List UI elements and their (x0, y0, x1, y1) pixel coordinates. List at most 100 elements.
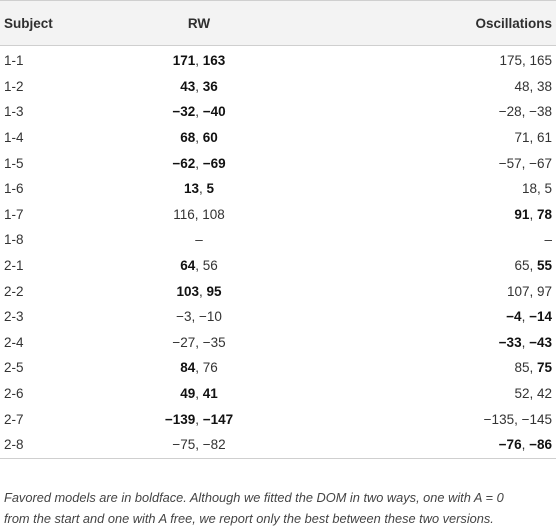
table-row: 2-8 −75, −82 −76, −86 (0, 431, 556, 459)
favored-value: −147 (202, 411, 234, 427)
cell-oscillations: 18, 5 (264, 176, 556, 202)
cell-rw: −32, −40 (134, 99, 264, 125)
table-row: 1-2 43, 36 48, 38 (0, 74, 556, 100)
favored-value: 5 (206, 181, 215, 197)
value-text: , (521, 309, 530, 325)
value-text: , (195, 78, 203, 94)
cell-oscillations: −57, −67 (264, 150, 556, 176)
value-text: , (195, 155, 203, 171)
cell-subject: 2-5 (4, 360, 24, 376)
value-text: −28, −38 (498, 104, 552, 120)
table-row: 1-1 171, 163 175, 165 (0, 46, 556, 74)
value-text: , (199, 181, 207, 197)
table-row: 1-4 68, 60 71, 61 (0, 125, 556, 151)
favored-value: −62 (172, 155, 196, 171)
favored-value: 163 (202, 53, 226, 69)
cell-oscillations: 65, 55 (264, 253, 556, 279)
value-text: −27, −35 (172, 334, 226, 350)
value-text: , (195, 130, 203, 146)
favored-value: 49 (180, 386, 196, 402)
cell-subject: 2-3 (4, 309, 24, 325)
value-text: 107, 97 (506, 283, 552, 299)
table-row: 2-6 49, 41 52, 42 (0, 381, 556, 407)
favored-value: 78 (536, 206, 552, 222)
cell-oscillations: 107, 97 (264, 278, 556, 304)
value-text: 65, (514, 258, 537, 274)
cell-oscillations: −28, −38 (264, 99, 556, 125)
table-row: 2-3 −3, −10 −4, −14 (0, 304, 556, 330)
cell-rw: 43, 36 (134, 74, 264, 100)
cell-rw: −27, −35 (134, 330, 264, 356)
favored-value: 43 (180, 78, 196, 94)
table-header: Subject RW Oscillations (0, 0, 556, 46)
cell-rw: 171, 163 (134, 46, 264, 74)
value-text: 48, 38 (514, 78, 552, 94)
cell-oscillations: −76, −86 (264, 431, 556, 459)
value-text: , 56 (195, 258, 218, 274)
favored-value: −33 (498, 334, 522, 350)
cell-oscillations: −33, −43 (264, 330, 556, 356)
value-text: , (195, 53, 203, 69)
cell-oscillations: 85, 75 (264, 355, 556, 381)
value-text: – (195, 232, 203, 248)
cell-rw: 64, 56 (134, 253, 264, 279)
favored-value: −14 (529, 309, 552, 325)
value-text: , (521, 437, 530, 453)
cell-rw: 103, 95 (134, 278, 264, 304)
favored-value: −139 (164, 411, 196, 427)
cell-subject: 2-4 (4, 334, 24, 350)
favored-value: −40 (202, 104, 226, 120)
favored-value: 75 (536, 360, 552, 376)
favored-value: 171 (172, 53, 196, 69)
table-row: 2-2 103, 95 107, 97 (0, 278, 556, 304)
cell-oscillations: 71, 61 (264, 125, 556, 151)
value-text: , (198, 283, 207, 299)
value-text: 175, 165 (499, 53, 552, 69)
cell-subject: 1-4 (4, 130, 24, 146)
caption-line-2: from the start and one with A free, we r… (4, 511, 494, 526)
cell-subject: 1-3 (4, 104, 24, 120)
value-text: 116, 108 (173, 206, 225, 222)
cell-oscillations: −4, −14 (264, 304, 556, 330)
favored-value: 55 (536, 258, 552, 274)
favored-value: 103 (176, 283, 199, 299)
table-row: 2-4 −27, −35 −33, −43 (0, 330, 556, 356)
table-row: 1-6 13, 5 18, 5 (0, 176, 556, 202)
value-text: −135, −145 (483, 411, 552, 427)
cell-oscillations: 48, 38 (264, 74, 556, 100)
value-text: , 76 (195, 360, 218, 376)
value-text: – (544, 232, 552, 248)
cell-oscillations: 52, 42 (264, 381, 556, 407)
value-text: , (195, 411, 203, 427)
cell-rw: −139, −147 (134, 406, 264, 432)
favored-value: 91 (514, 206, 530, 222)
favored-value: 68 (180, 130, 196, 146)
cell-oscillations: – (264, 227, 556, 253)
header-rw: RW (134, 0, 264, 46)
favored-value: −86 (529, 437, 552, 453)
cell-subject: 1-2 (4, 78, 24, 94)
favored-value: 36 (202, 78, 218, 94)
cell-rw: −75, −82 (134, 431, 264, 459)
cell-rw: 68, 60 (134, 125, 264, 151)
cell-rw: 116, 108 (134, 202, 264, 228)
value-text: , (195, 386, 203, 402)
favored-value: −69 (202, 155, 226, 171)
results-table: Subject RW Oscillations 1-1 171, 163 175, … (0, 0, 556, 459)
value-text: 18, 5 (521, 181, 552, 197)
cell-subject: 2-2 (4, 283, 24, 299)
table-row: 2-1 64, 56 65, 55 (0, 253, 556, 279)
cell-rw: 13, 5 (134, 176, 264, 202)
value-text: 71, 61 (514, 130, 552, 146)
cell-rw: −62, −69 (134, 150, 264, 176)
favored-value: 95 (206, 283, 222, 299)
value-text: , (529, 206, 537, 222)
table-body: 1-1 171, 163 175, 165 1-2 43, 36 48, 38 1-3 −32… (0, 46, 556, 459)
value-text: , (521, 334, 530, 350)
table-row: 1-8 – – (0, 227, 556, 253)
cell-subject: 1-7 (4, 206, 24, 222)
cell-rw: 49, 41 (134, 381, 264, 407)
cell-oscillations: −135, −145 (264, 406, 556, 432)
favored-value: 84 (180, 360, 196, 376)
value-text: 85, (514, 360, 537, 376)
